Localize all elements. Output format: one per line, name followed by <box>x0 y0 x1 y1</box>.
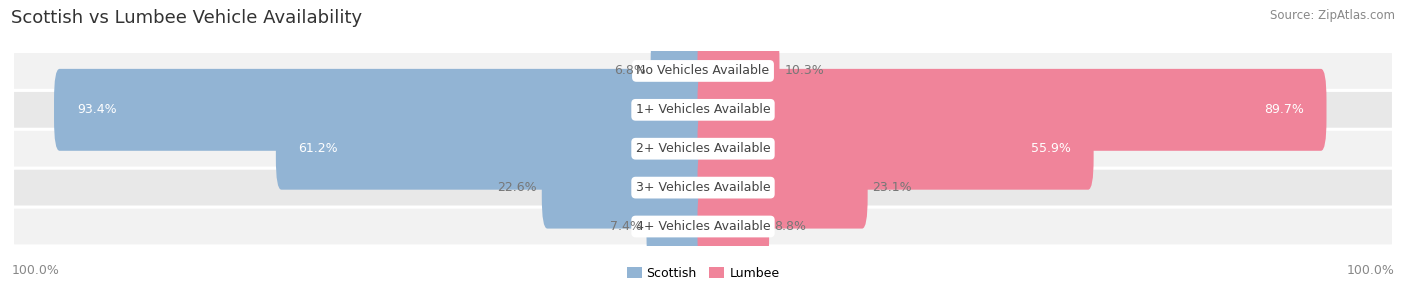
FancyBboxPatch shape <box>14 208 1392 245</box>
Text: Scottish vs Lumbee Vehicle Availability: Scottish vs Lumbee Vehicle Availability <box>11 9 363 27</box>
FancyBboxPatch shape <box>697 108 1094 190</box>
FancyBboxPatch shape <box>647 186 709 267</box>
Text: 3+ Vehicles Available: 3+ Vehicles Available <box>636 181 770 194</box>
Text: 89.7%: 89.7% <box>1264 103 1303 116</box>
Text: 61.2%: 61.2% <box>298 142 339 155</box>
FancyBboxPatch shape <box>14 170 1392 206</box>
Text: No Vehicles Available: No Vehicles Available <box>637 64 769 78</box>
Text: Source: ZipAtlas.com: Source: ZipAtlas.com <box>1270 9 1395 21</box>
Text: 6.8%: 6.8% <box>614 64 645 78</box>
FancyBboxPatch shape <box>697 186 769 267</box>
Text: 2+ Vehicles Available: 2+ Vehicles Available <box>636 142 770 155</box>
FancyBboxPatch shape <box>697 147 868 229</box>
Text: 22.6%: 22.6% <box>498 181 537 194</box>
Text: 55.9%: 55.9% <box>1031 142 1071 155</box>
Legend: Scottish, Lumbee: Scottish, Lumbee <box>627 267 779 280</box>
Text: 8.8%: 8.8% <box>773 220 806 233</box>
Text: 93.4%: 93.4% <box>77 103 117 116</box>
Text: 10.3%: 10.3% <box>785 64 824 78</box>
Text: 23.1%: 23.1% <box>873 181 912 194</box>
FancyBboxPatch shape <box>53 69 709 151</box>
FancyBboxPatch shape <box>651 30 709 112</box>
FancyBboxPatch shape <box>541 147 709 229</box>
FancyBboxPatch shape <box>14 131 1392 167</box>
FancyBboxPatch shape <box>697 30 779 112</box>
Text: 100.0%: 100.0% <box>1347 265 1395 277</box>
Text: 1+ Vehicles Available: 1+ Vehicles Available <box>636 103 770 116</box>
Text: 7.4%: 7.4% <box>610 220 641 233</box>
FancyBboxPatch shape <box>14 92 1392 128</box>
FancyBboxPatch shape <box>697 69 1326 151</box>
Text: 100.0%: 100.0% <box>11 265 59 277</box>
FancyBboxPatch shape <box>276 108 709 190</box>
FancyBboxPatch shape <box>14 53 1392 89</box>
Text: 4+ Vehicles Available: 4+ Vehicles Available <box>636 220 770 233</box>
